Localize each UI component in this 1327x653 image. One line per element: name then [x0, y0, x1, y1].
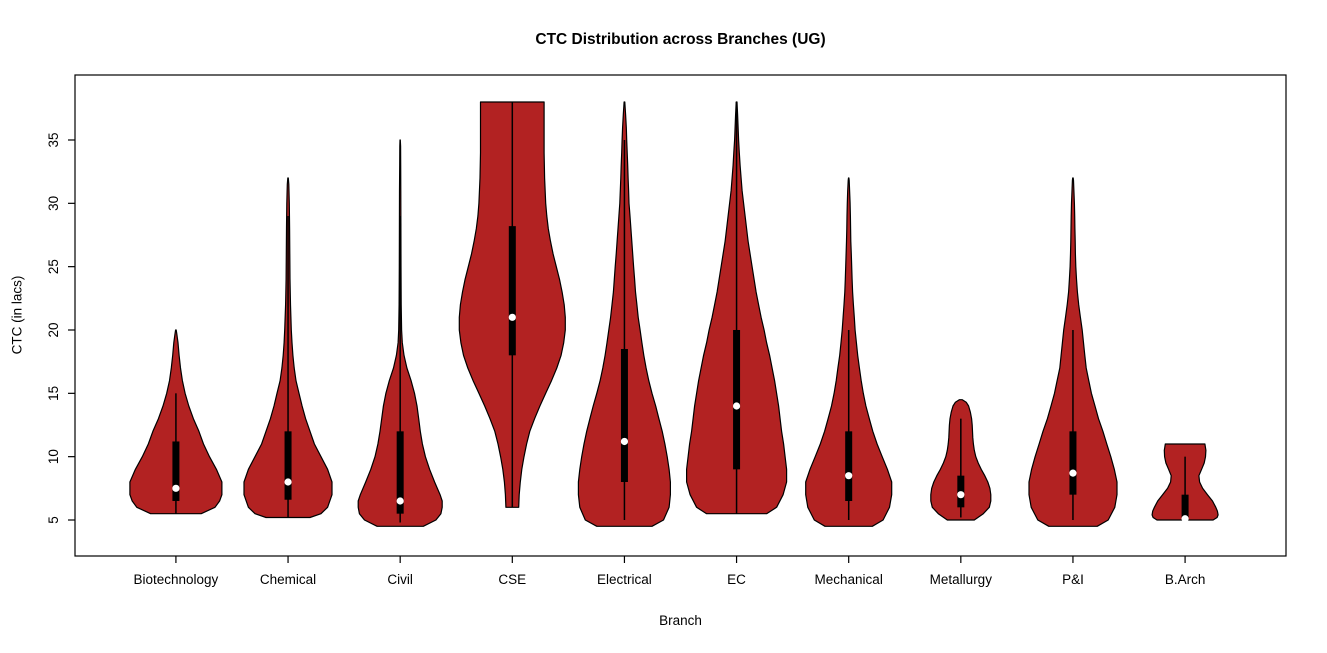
iqr-box — [733, 329, 741, 470]
x-tick-label: Chemical — [260, 572, 316, 587]
median-dot — [396, 497, 404, 505]
iqr-box — [508, 226, 516, 356]
median-dot — [1181, 515, 1189, 523]
median-dot — [732, 402, 741, 410]
y-tick-label: 10 — [46, 449, 61, 464]
plot-border — [74, 74, 1287, 557]
y-tick-label: 35 — [46, 132, 61, 147]
x-axis-label: Branch — [659, 613, 702, 628]
y-tick-label: 20 — [46, 322, 61, 337]
median-dot — [620, 437, 629, 446]
median-dot — [508, 313, 516, 321]
y-axis-label: CTC (in lacs) — [9, 275, 25, 355]
median-dot — [1069, 469, 1077, 477]
x-tick-label: Mechanical — [815, 572, 883, 587]
iqr-box — [172, 441, 180, 501]
x-tick-label: Electrical — [597, 572, 652, 587]
iqr-box — [284, 431, 292, 500]
y-tick-label: 30 — [46, 196, 61, 211]
iqr-box — [396, 431, 404, 514]
x-tick-label: Civil — [387, 572, 413, 587]
x-tick-label: B.Arch — [1165, 572, 1206, 587]
iqr-box — [1181, 494, 1189, 520]
y-tick-label: 5 — [46, 516, 61, 524]
x-tick-label: Metallurgy — [930, 572, 993, 587]
median-dot — [845, 472, 853, 480]
median-dot — [172, 484, 180, 492]
median-dot — [284, 478, 292, 486]
median-dot — [957, 491, 965, 499]
x-tick-label: CSE — [498, 572, 526, 587]
x-tick-label: EC — [727, 572, 746, 587]
iqr-box — [845, 431, 853, 501]
x-tick-label: P&I — [1062, 572, 1084, 587]
chart-title: CTC Distribution across Branches (UG) — [535, 31, 826, 48]
y-tick-label: 25 — [46, 259, 61, 274]
iqr-box — [620, 348, 628, 482]
x-tick-label: Biotechnology — [134, 572, 219, 587]
y-tick-label: 15 — [46, 386, 61, 401]
iqr-box — [1069, 431, 1077, 495]
